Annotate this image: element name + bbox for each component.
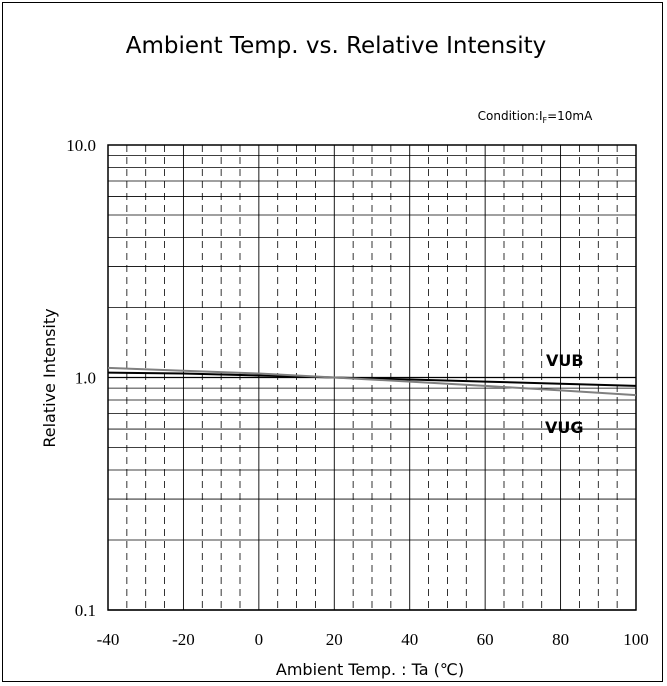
- chart: Ambient Temp. vs. Relative Intensity Con…: [40, 33, 649, 679]
- y-tick-label: 0.1: [75, 601, 96, 620]
- x-tick-label: 80: [552, 630, 569, 649]
- x-tick-label: -20: [172, 630, 195, 649]
- x-tick-label: 60: [477, 630, 494, 649]
- condition-label: Condition:IF=10mA: [478, 109, 593, 125]
- series-line-vug: [107, 366, 637, 397]
- y-tick-label: 1.0: [75, 369, 96, 388]
- x-axis-label: Ambient Temp. : Ta (℃): [276, 660, 464, 679]
- tick-labels: -40 -20 0 20 40 60 80 100 0.1 1.0 10.0: [66, 136, 649, 649]
- chart-title: Ambient Temp. vs. Relative Intensity: [126, 33, 547, 59]
- y-tick-label: 10.0: [66, 136, 96, 155]
- series-label-vub: VUB: [546, 351, 584, 370]
- x-tick-label: 20: [326, 630, 343, 649]
- y-axis-label: Relative Intensity: [40, 308, 59, 447]
- x-tick-label: 100: [623, 630, 649, 649]
- x-tick-label: 0: [255, 630, 264, 649]
- plot-border: [107, 144, 637, 611]
- series-label-vug: VUG: [545, 418, 584, 437]
- series-group: VUB VUG: [107, 351, 637, 437]
- x-tick-label: -40: [97, 630, 120, 649]
- series-line-vub: [107, 371, 637, 387]
- x-tick-label: 40: [401, 630, 418, 649]
